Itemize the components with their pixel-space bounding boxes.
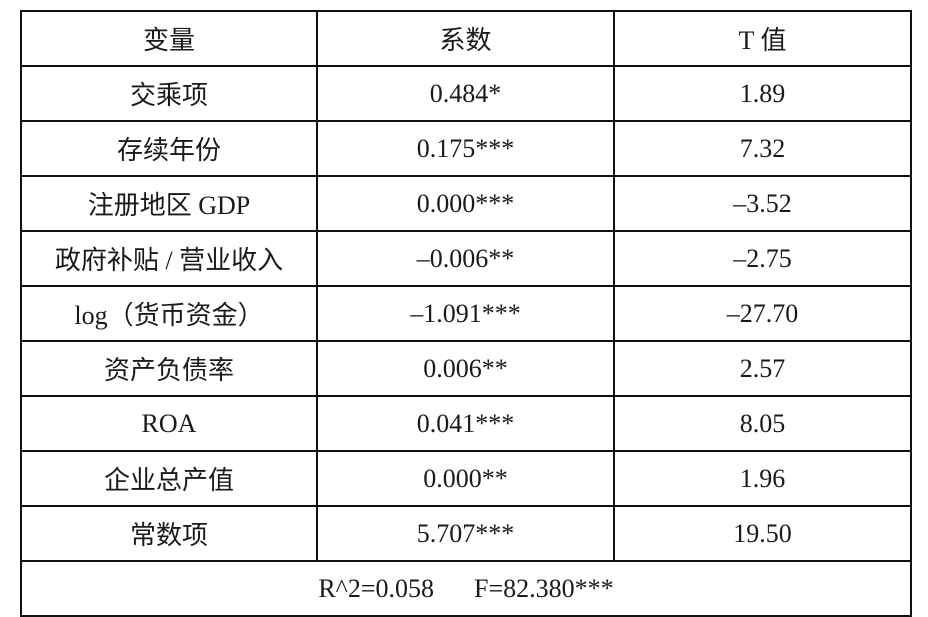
cell: –1.091***	[316, 285, 615, 342]
cell: log（货币资金）	[20, 285, 318, 342]
header-cell: T 值	[613, 10, 912, 67]
cell: 0.000***	[316, 175, 615, 232]
footer-cell: R^2=0.058 F=82.380***	[20, 560, 912, 617]
footer-stat: R^2=0.058	[318, 573, 435, 603]
cell: 2.57	[613, 340, 912, 397]
cell: 存续年份	[20, 120, 318, 177]
data-row: 资产负债率 0.006** 2.57	[20, 340, 912, 397]
cell: 常数项	[20, 505, 318, 562]
cell: –0.006**	[316, 230, 615, 287]
footer-row: R^2=0.058 F=82.380***	[20, 560, 912, 617]
data-row: ROA 0.041*** 8.05	[20, 395, 912, 452]
cell: 5.707***	[316, 505, 615, 562]
cell: 8.05	[613, 395, 912, 452]
cell: 注册地区 GDP	[20, 175, 318, 232]
cell: –27.70	[613, 285, 912, 342]
footer-stat: F=82.380***	[474, 573, 614, 603]
cell: 政府补贴 / 营业收入	[20, 230, 318, 287]
cell: 0.000**	[316, 450, 615, 507]
data-row: 常数项 5.707*** 19.50	[20, 505, 912, 562]
cell: –3.52	[613, 175, 912, 232]
data-row: 企业总产值 0.000** 1.96	[20, 450, 912, 507]
data-row: 交乘项 0.484* 1.89	[20, 65, 912, 122]
data-row: 政府补贴 / 营业收入 –0.006** –2.75	[20, 230, 912, 287]
header-cell: 变量	[20, 10, 318, 67]
data-row: log（货币资金） –1.091*** –27.70	[20, 285, 912, 342]
regression-table: 变量 系数 T 值交乘项 0.484* 1.89 存续年份 0.175*** 7.32 注册地区…	[20, 10, 912, 617]
cell: –2.75	[613, 230, 912, 287]
cell: 1.89	[613, 65, 912, 122]
cell: 0.484*	[316, 65, 615, 122]
cell: ROA	[20, 395, 318, 452]
cell: 19.50	[613, 505, 912, 562]
header-cell: 系数	[316, 10, 615, 67]
data-row: 存续年份 0.175*** 7.32	[20, 120, 912, 177]
data-row: 注册地区 GDP 0.000*** –3.52	[20, 175, 912, 232]
table-body: 变量 系数 T 值交乘项 0.484* 1.89 存续年份 0.175*** 7.32 注册地区…	[20, 10, 912, 617]
cell: 0.041***	[316, 395, 615, 452]
cell: 1.96	[613, 450, 912, 507]
cell: 0.175***	[316, 120, 615, 177]
cell: 企业总产值	[20, 450, 318, 507]
header-row: 变量 系数 T 值	[20, 10, 912, 67]
cell: 资产负债率	[20, 340, 318, 397]
cell: 交乘项	[20, 65, 318, 122]
cell: 0.006**	[316, 340, 615, 397]
cell: 7.32	[613, 120, 912, 177]
